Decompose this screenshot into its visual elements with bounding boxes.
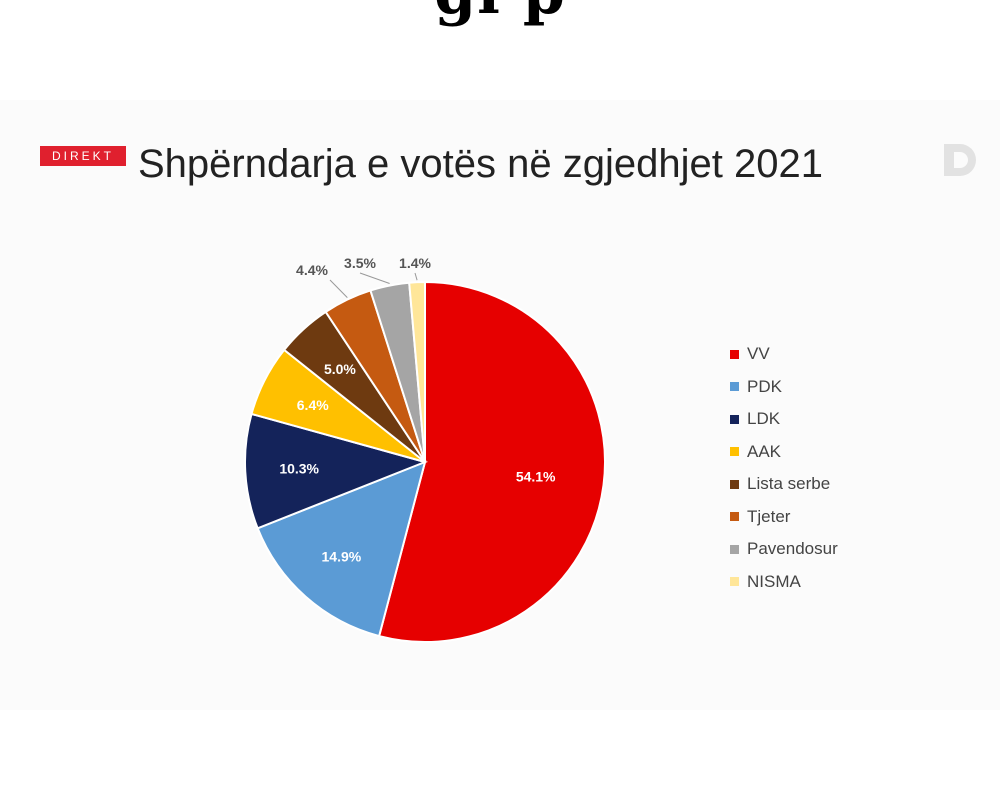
chart-slide: DIREKT Shpërndarja e votës në zgjedhjet …: [0, 100, 1000, 710]
pie-slice-ldk: [244, 412, 429, 530]
slice-label: 14.9%: [322, 548, 362, 564]
slice-label: 5.0%: [324, 361, 356, 377]
chart-title: Shpërndarja e votës në zgjedhjet 2021: [138, 142, 823, 186]
cropped-headline: gl p: [0, 0, 1000, 28]
slice-label: 4.4%: [296, 262, 328, 278]
legend-label: LDK: [747, 409, 781, 429]
legend-item: Tjeter: [730, 501, 838, 534]
slice-label: 3.5%: [344, 255, 376, 271]
legend-item: PDK: [730, 371, 838, 404]
legend-swatch: [730, 447, 739, 457]
legend-swatch: [730, 349, 739, 359]
legend-swatch: [730, 414, 739, 424]
top-strip: gl p: [0, 0, 1000, 100]
legend-label: PDK: [747, 376, 782, 396]
legend-item: NISMA: [730, 566, 838, 599]
legend-swatch: [730, 382, 739, 392]
legend-label: Tjeter: [747, 506, 791, 526]
legend: VV PDK LDK AAK Lista serbe Tjeter Pavendosur NI…: [730, 338, 838, 598]
direkt-badge: DIREKT: [40, 146, 126, 166]
slice-label: 54.1%: [516, 468, 556, 484]
leader-line: [329, 279, 348, 298]
legend-swatch: [730, 512, 739, 522]
legend-item: LDK: [730, 403, 838, 436]
legend-label: VV: [747, 344, 770, 364]
slice-label: 10.3%: [279, 461, 319, 477]
slice-label: 6.4%: [297, 397, 329, 413]
leader-line: [359, 272, 390, 284]
legend-label: Lista serbe: [747, 474, 831, 494]
legend-swatch: [730, 577, 739, 587]
pie-slice-vv: [377, 280, 606, 643]
pie-slice-pdk: [256, 460, 427, 638]
leader-line: [414, 272, 418, 281]
legend-item: VV: [730, 338, 838, 371]
legend-label: NISMA: [747, 571, 801, 591]
slice-label: 1.4%: [399, 255, 431, 271]
legend-item: AAK: [730, 436, 838, 469]
legend-swatch: [730, 479, 739, 489]
legend-item: Lista serbe: [730, 468, 838, 501]
pie-slice-nisma: [408, 280, 426, 463]
pie-chart: 54.1% 14.9% 10.3% 6.4% 5.0% 4.4% 3.5% 1.4%: [244, 255, 606, 643]
legend-label: AAK: [747, 441, 782, 461]
legend-item: Pavendosur: [730, 533, 838, 566]
legend-swatch: [730, 544, 739, 554]
d-logo-icon: [944, 144, 976, 176]
legend-label: Pavendosur: [747, 539, 838, 559]
